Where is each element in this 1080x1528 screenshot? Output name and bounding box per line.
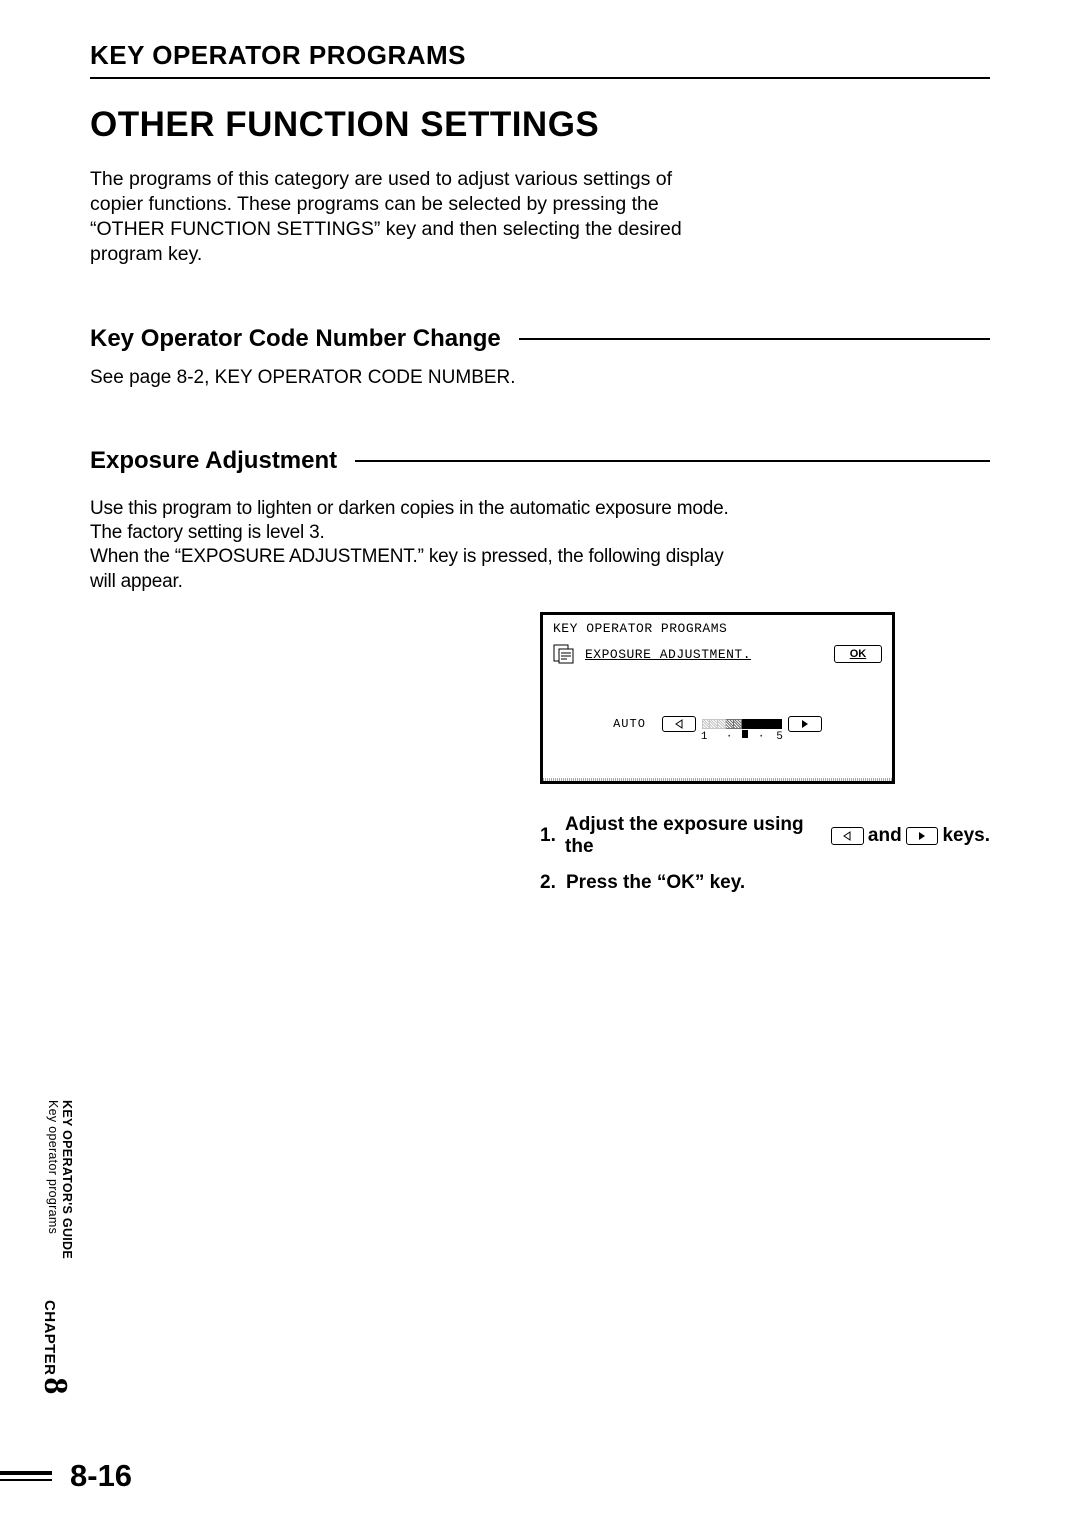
scale-dot: ·	[726, 731, 733, 743]
document-icon	[553, 644, 575, 664]
section-rule	[519, 338, 990, 340]
exposure-increase-button[interactable]	[788, 716, 822, 732]
page-footer: 8-16	[0, 1458, 1080, 1494]
page-number: 8-16	[70, 1458, 132, 1494]
scale-max: 5	[776, 731, 783, 743]
left-triangle-icon	[675, 719, 683, 729]
left-key-icon	[831, 827, 864, 845]
main-title: OTHER FUNCTION SETTINGS	[90, 105, 990, 145]
scale-current-marker	[742, 730, 748, 738]
panel-subtitle: EXPOSURE ADJUSTMENT.	[585, 647, 751, 662]
exposure-scale: 1 · · 5	[702, 719, 782, 729]
header-title: KEY OPERATOR PROGRAMS	[90, 40, 990, 79]
ok-button[interactable]: OK	[834, 645, 882, 663]
intro-paragraph: The programs of this category are used t…	[90, 167, 730, 267]
panel-top-label: KEY OPERATOR PROGRAMS	[553, 621, 882, 636]
lcd-panel: KEY OPERATOR PROGRAMS EXPOSURE ADJUS	[540, 612, 895, 784]
step1-mid: and	[868, 825, 902, 847]
chapter-spine: CHAPTER 8	[44, 1300, 84, 1440]
right-triangle-icon	[801, 719, 809, 729]
exposure-decrease-button[interactable]	[662, 716, 696, 732]
section1-title: Key Operator Code Number Change	[90, 325, 501, 353]
panel-bottom-pattern	[543, 778, 892, 781]
scale-min: 1	[701, 731, 708, 743]
step1-prefix: Adjust the exposure using the	[565, 814, 827, 858]
step1-suffix: keys.	[942, 825, 990, 847]
spine-line2: Key operator programs	[46, 1100, 60, 1259]
section1-body: See page 8-2, KEY OPERATOR CODE NUMBER.	[90, 367, 990, 389]
scale-dot: ·	[758, 731, 765, 743]
step2-text: Press the “OK” key.	[566, 872, 745, 894]
right-key-icon	[906, 827, 939, 845]
step-1: 1. Adjust the exposure using the and key…	[540, 814, 990, 858]
auto-label: AUTO	[613, 717, 646, 731]
section2-body: Use this program to lighten or darken co…	[90, 497, 730, 594]
section2-title: Exposure Adjustment	[90, 447, 337, 475]
section-rule	[355, 460, 990, 462]
step-2: 2. Press the “OK” key.	[540, 872, 990, 894]
chapter-label: CHAPTER	[41, 1300, 58, 1375]
spine-line1: KEY OPERATOR'S GUIDE	[60, 1100, 74, 1259]
chapter-number: 8	[36, 1377, 74, 1394]
